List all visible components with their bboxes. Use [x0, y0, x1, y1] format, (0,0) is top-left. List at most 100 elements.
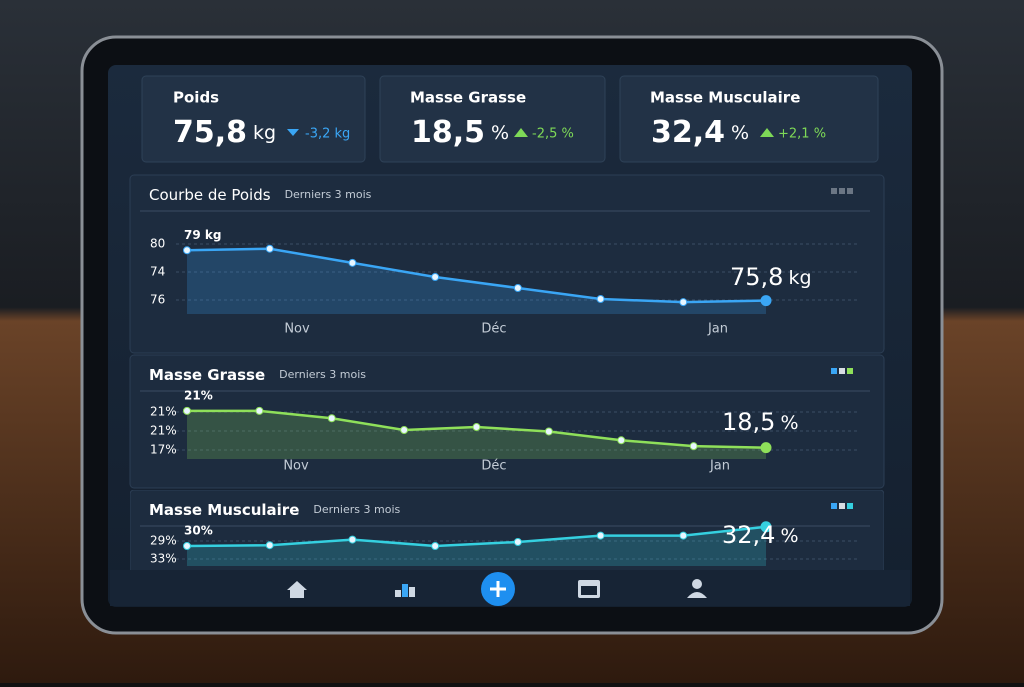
start-label: 30% — [184, 524, 213, 538]
end-value: 18,5 — [722, 408, 775, 436]
calendar-icon[interactable] — [578, 580, 600, 598]
line — [186, 247, 767, 304]
end-unit: kg — [788, 267, 811, 289]
stats-icon[interactable] — [395, 584, 415, 597]
panel-bg — [129, 354, 885, 489]
card-value-line: 32,4% — [651, 115, 749, 150]
card-delta: -2,5 % — [532, 127, 574, 142]
y-label: 33% — [150, 552, 177, 566]
y-label: 29% — [150, 534, 177, 548]
stat-card — [141, 75, 366, 163]
card-unit: % — [491, 122, 509, 144]
data-point — [183, 246, 191, 255]
card-value: 18,5 — [411, 115, 485, 150]
data-point — [513, 284, 522, 292]
y-label: 17% — [150, 443, 177, 457]
y-label: 21% — [150, 405, 177, 419]
card-unit: % — [731, 122, 749, 144]
line — [186, 525, 767, 548]
y-label: 76 — [150, 293, 165, 307]
chart-subtitle: Derniers 3 mois — [313, 503, 400, 516]
card-unit: kg — [253, 122, 276, 144]
legend-dot — [847, 188, 853, 194]
end-unit: % — [780, 525, 798, 547]
end-label: 32,4% — [722, 521, 799, 549]
card-title: Masse Grasse — [410, 89, 526, 107]
stat-card — [379, 75, 606, 163]
start-label: 79 kg — [184, 228, 221, 242]
card-value: 32,4 — [651, 115, 725, 150]
y-label: 21% — [150, 424, 177, 438]
data-point — [348, 258, 357, 267]
start-label: 21% — [184, 388, 213, 402]
legend-dot — [847, 368, 853, 374]
data-point — [255, 406, 264, 415]
data-point — [679, 298, 688, 307]
chart-heading: Courbe de Poids Derniers 3 mois — [149, 186, 372, 204]
nav-bar — [110, 570, 910, 606]
data-point — [183, 406, 191, 415]
home-icon[interactable] — [287, 581, 307, 598]
x-label: Nov — [284, 322, 310, 337]
card-delta: -3,2 kg — [305, 127, 350, 142]
chart-title: Masse Grasse — [149, 366, 265, 384]
data-point — [431, 542, 440, 550]
data-point — [760, 442, 772, 454]
trend-arrow — [514, 128, 528, 137]
data-point — [431, 273, 440, 281]
y-label: 74 — [150, 265, 165, 279]
data-point — [617, 436, 626, 445]
data-point — [265, 244, 274, 253]
legend-dot — [839, 188, 845, 194]
legend-dot — [847, 503, 853, 509]
legend-dot — [839, 368, 845, 374]
trend-arrow — [760, 128, 774, 137]
panel-bg — [130, 490, 884, 570]
stat-card — [619, 75, 879, 163]
data-point — [183, 542, 191, 550]
end-unit: % — [780, 412, 798, 434]
trend-arrow — [287, 129, 299, 136]
end-value: 32,4 — [722, 521, 775, 549]
data-point — [327, 414, 336, 423]
card-value-line: 18,5% — [411, 115, 509, 150]
card-value: 75,8 — [173, 115, 247, 150]
x-label: Déc — [481, 459, 506, 474]
chart-heading: Masse Musculaire Derniers 3 mois — [149, 501, 400, 519]
data-point — [513, 538, 522, 546]
data-point — [400, 426, 409, 434]
chart-title: Courbe de Poids — [149, 186, 271, 204]
chart-subtitle: Derniers 3 mois — [285, 188, 372, 201]
legend-dot — [831, 188, 837, 194]
x-label: Déc — [481, 322, 506, 337]
legend-dot — [839, 503, 845, 509]
data-point — [760, 295, 772, 307]
data-point — [348, 535, 357, 544]
card-title: Masse Musculaire — [650, 89, 800, 107]
chart-subtitle: Derniers 3 mois — [279, 368, 366, 381]
x-label: Jan — [709, 459, 730, 474]
end-label: 18,5% — [722, 408, 799, 436]
card-delta: +2,1 % — [778, 127, 826, 142]
line-area — [187, 248, 766, 314]
y-label: 80 — [150, 237, 165, 251]
card-value-line: 75,8 kg — [173, 115, 276, 150]
plus-icon — [490, 581, 506, 597]
legend-dot — [831, 368, 837, 374]
chart-title: Masse Musculaire — [149, 501, 299, 519]
chart-panel: Masse Musculaire Derniers 3 mois 29% 33% 30%… — [130, 490, 884, 570]
legend-dot — [831, 503, 837, 509]
profile-icon[interactable] — [687, 579, 707, 598]
chart-panel: Courbe de Poids Derniers 3 mois 80 74 76 Nov D… — [129, 174, 885, 354]
data-point — [596, 295, 605, 303]
x-label: Nov — [283, 459, 309, 474]
x-label: Jan — [707, 322, 728, 337]
data-point — [679, 531, 688, 540]
card-title: Poids — [173, 89, 219, 107]
data-point — [596, 531, 605, 540]
end-value: 75,8 — [730, 263, 783, 291]
chart-panel: Masse Grasse Derniers 3 mois 21% 21% 17% Nov D… — [129, 354, 885, 489]
panel-bg — [129, 174, 885, 354]
line-area — [187, 410, 766, 459]
